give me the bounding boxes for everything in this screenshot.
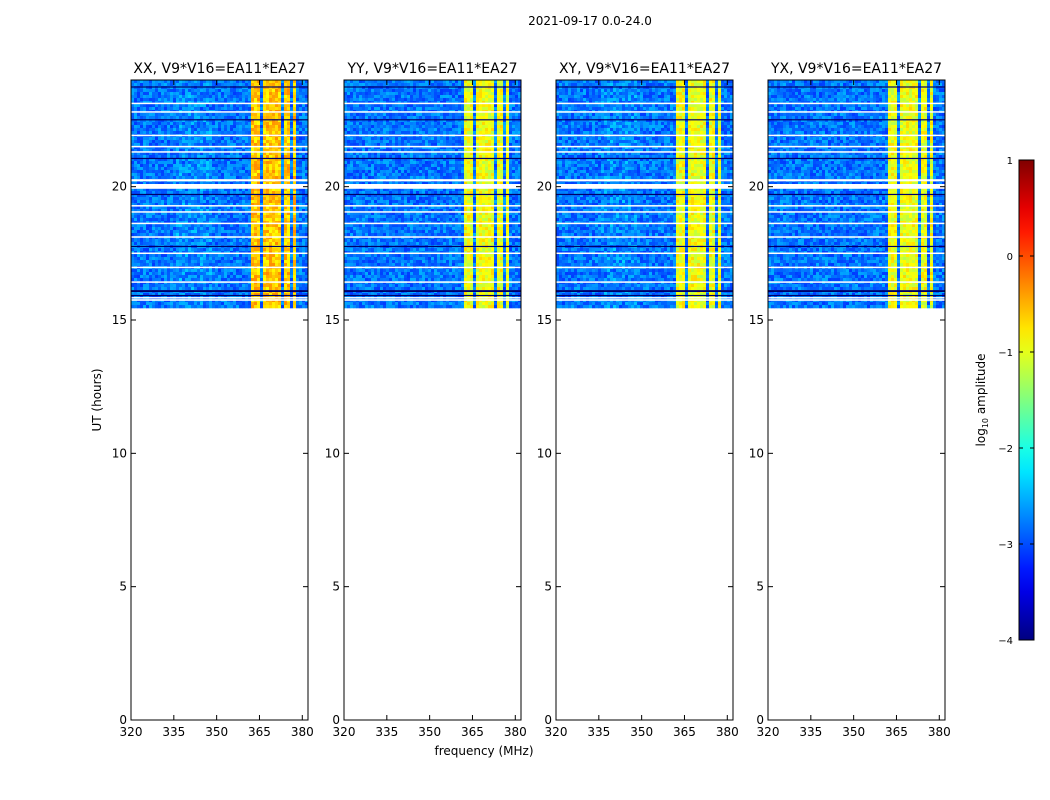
panels-group: XX, V9*V16=EA11*EA27 320 335 350 365 380 0 5 10 1… xyxy=(112,61,951,739)
y-tick-label: 10 xyxy=(749,446,764,460)
x-tick-label: 320 xyxy=(757,725,780,739)
y-tick-label: 20 xyxy=(749,180,764,194)
spectrogram-image xyxy=(556,80,733,309)
y-tick-label: 5 xyxy=(544,580,552,594)
panel-frame xyxy=(343,79,522,721)
y-tick-label: 20 xyxy=(325,180,340,194)
x-tick-label: 365 xyxy=(248,725,271,739)
x-tick-label: 380 xyxy=(716,725,739,739)
y-tick-label: 0 xyxy=(332,713,340,727)
y-tick-label: 10 xyxy=(112,446,127,460)
x-tick-label: 380 xyxy=(291,725,314,739)
x-tick-label: 335 xyxy=(375,725,398,739)
y-tick-label: 0 xyxy=(544,713,552,727)
colorbar-label-log: log xyxy=(974,428,988,446)
x-tick-label: 320 xyxy=(120,725,143,739)
colorbar-tick-label: −3 xyxy=(998,540,1013,551)
figure-title: 2021-09-17 0.0-24.0 xyxy=(528,14,652,28)
x-tick-label: 365 xyxy=(885,725,908,739)
colorbar-tick-label: −4 xyxy=(998,636,1013,647)
spectrogram-image xyxy=(131,80,308,309)
y-tick-label: 15 xyxy=(749,313,764,327)
x-tick-label: 380 xyxy=(504,725,527,739)
y-tick-label: 20 xyxy=(112,180,127,194)
y-axis-label: UT (hours) xyxy=(90,368,104,431)
y-tick-label: 5 xyxy=(119,580,127,594)
y-tick-label: 15 xyxy=(112,313,127,327)
colorbar-tick-label: 0 xyxy=(1007,252,1013,263)
y-tick-label: 15 xyxy=(537,313,552,327)
x-tick-label: 365 xyxy=(673,725,696,739)
panel-title: YX, V9*V16=EA11*EA27 xyxy=(770,61,942,77)
panel-title: YY, V9*V16=EA11*EA27 xyxy=(346,61,517,77)
spectrogram-image xyxy=(768,80,945,309)
panel-frame xyxy=(767,79,946,721)
y-tick-label: 20 xyxy=(537,180,552,194)
colorbar-label-rest: amplitude xyxy=(974,354,988,418)
colorbar-label: log10 amplitude xyxy=(974,354,990,447)
y-tick-label: 5 xyxy=(756,580,764,594)
colorbar-tick-label: −1 xyxy=(998,348,1013,359)
x-tick-label: 350 xyxy=(630,725,653,739)
colorbar: 1 0 −1 −2 −3 −4 xyxy=(998,156,1035,647)
panel-4: YX, V9*V16=EA11*EA27 320 335 350 365 380 0 5 10 1… xyxy=(749,61,951,739)
colorbar-tick-label: −2 xyxy=(998,444,1013,455)
panel-title: XY, V9*V16=EA11*EA27 xyxy=(559,61,730,77)
colorbar-gradient xyxy=(1018,159,1035,641)
y-tick-label: 5 xyxy=(332,580,340,594)
x-tick-label: 335 xyxy=(587,725,610,739)
panel-1: XX, V9*V16=EA11*EA27 320 335 350 365 380 0 5 10 1… xyxy=(112,61,314,739)
colorbar-tick-label: 1 xyxy=(1007,156,1013,167)
x-tick-label: 365 xyxy=(461,725,484,739)
y-tick-label: 15 xyxy=(325,313,340,327)
y-tick-label: 0 xyxy=(119,713,127,727)
x-axis-label: frequency (MHz) xyxy=(434,744,533,758)
y-tick-label: 10 xyxy=(537,446,552,460)
panel-frame xyxy=(555,79,734,721)
x-tick-label: 350 xyxy=(418,725,441,739)
x-tick-label: 350 xyxy=(842,725,865,739)
panel-3: XY, V9*V16=EA11*EA27 320 335 350 365 380 0 5 10 1… xyxy=(537,61,739,739)
panel-2: YY, V9*V16=EA11*EA27 320 335 350 365 380 0 5 10 1… xyxy=(325,61,527,739)
y-tick-label: 0 xyxy=(756,713,764,727)
panel-title: XX, V9*V16=EA11*EA27 xyxy=(133,61,305,77)
x-tick-label: 320 xyxy=(333,725,356,739)
x-tick-label: 320 xyxy=(545,725,568,739)
x-tick-label: 335 xyxy=(162,725,185,739)
colorbar-label-sub: 10 xyxy=(981,418,990,428)
y-tick-label: 10 xyxy=(325,446,340,460)
x-tick-label: 335 xyxy=(799,725,822,739)
x-tick-label: 350 xyxy=(205,725,228,739)
panel-frame xyxy=(130,79,309,721)
x-tick-label: 380 xyxy=(928,725,951,739)
spectrogram-image xyxy=(344,80,521,309)
